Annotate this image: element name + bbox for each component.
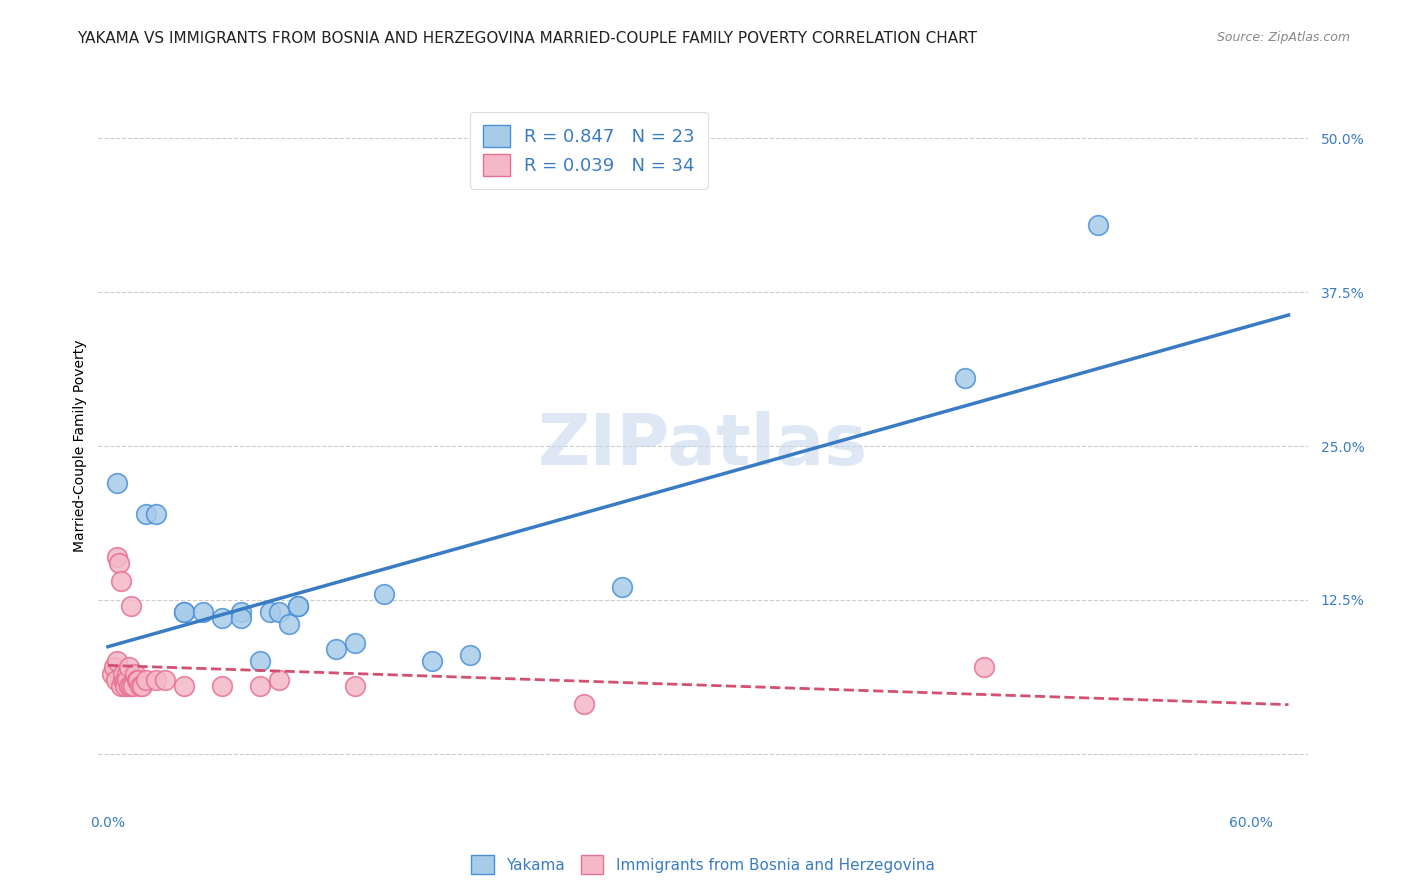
Point <box>129 679 152 693</box>
Point <box>953 371 976 385</box>
Point <box>120 599 142 613</box>
Point <box>572 698 595 712</box>
Point <box>1087 218 1109 232</box>
Point <box>610 581 633 595</box>
Point <box>110 574 132 589</box>
Point <box>145 507 167 521</box>
Point <box>107 475 129 490</box>
Point <box>325 642 347 657</box>
Point <box>973 660 995 674</box>
Point <box>231 605 253 619</box>
Point <box>173 679 195 693</box>
Point <box>277 617 299 632</box>
Point <box>153 673 176 687</box>
Point <box>287 599 309 613</box>
Text: Source: ZipAtlas.com: Source: ZipAtlas.com <box>1216 31 1350 45</box>
Point <box>118 679 141 693</box>
Point <box>249 654 271 668</box>
Point <box>269 673 291 687</box>
Point <box>211 611 233 625</box>
Point <box>458 648 481 662</box>
Point <box>103 660 125 674</box>
Point <box>114 673 136 687</box>
Point <box>112 673 135 687</box>
Point <box>127 673 149 687</box>
Point <box>115 673 138 687</box>
Point <box>373 587 395 601</box>
Text: YAKAMA VS IMMIGRANTS FROM BOSNIA AND HERZEGOVINA MARRIED-COUPLE FAMILY POVERTY C: YAKAMA VS IMMIGRANTS FROM BOSNIA AND HER… <box>77 31 977 46</box>
Point <box>231 611 253 625</box>
Point <box>269 605 291 619</box>
Point <box>191 605 214 619</box>
Point <box>115 666 138 681</box>
Point <box>100 666 122 681</box>
Point <box>420 654 443 668</box>
Point <box>145 673 167 687</box>
Point <box>121 679 143 693</box>
Point <box>287 599 309 613</box>
Point <box>114 679 136 693</box>
Point <box>107 549 129 564</box>
Point <box>344 679 367 693</box>
Point <box>135 507 157 521</box>
Point <box>107 654 129 668</box>
Y-axis label: Married-Couple Family Poverty: Married-Couple Family Poverty <box>73 340 87 552</box>
Point <box>344 636 367 650</box>
Point <box>249 679 271 693</box>
Point <box>112 666 135 681</box>
Point <box>108 556 131 570</box>
Point <box>120 679 142 693</box>
Point <box>110 679 132 693</box>
Text: ZIPatlas: ZIPatlas <box>538 411 868 481</box>
Point <box>135 673 157 687</box>
Point <box>173 605 195 619</box>
Point <box>118 660 141 674</box>
Point <box>131 679 153 693</box>
Legend: R = 0.847   N = 23, R = 0.039   N = 34: R = 0.847 N = 23, R = 0.039 N = 34 <box>470 112 707 189</box>
Point <box>104 673 127 687</box>
Point <box>124 666 146 681</box>
Point <box>173 605 195 619</box>
Point <box>211 679 233 693</box>
Legend: Yakama, Immigrants from Bosnia and Herzegovina: Yakama, Immigrants from Bosnia and Herze… <box>465 849 941 880</box>
Point <box>125 673 148 687</box>
Point <box>259 605 281 619</box>
